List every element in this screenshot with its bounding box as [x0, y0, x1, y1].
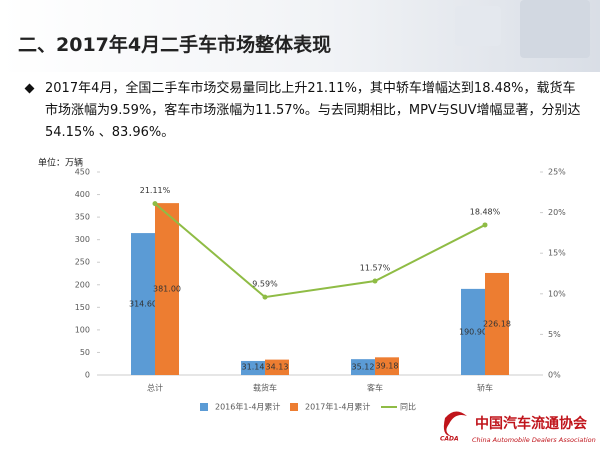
y-tick-label: 250: [75, 258, 90, 267]
bar: [241, 360, 265, 375]
y2-tick-label: 20%: [548, 208, 566, 217]
x-tick-label: 载货车: [253, 383, 277, 393]
y-tick-label: 50: [80, 348, 90, 357]
data-label: 11.57%: [360, 264, 391, 273]
data-label: 226.18: [483, 319, 511, 328]
line-point: [372, 278, 378, 284]
y-tick-label: 300: [75, 235, 90, 244]
data-label: 190.90: [459, 327, 487, 336]
y2-tick-label: 15%: [548, 249, 566, 258]
y-tick-label: 350: [75, 213, 90, 222]
y-tick-label: 450: [75, 168, 90, 177]
data-label: 314.60: [129, 300, 157, 309]
data-label: 18.48%: [470, 207, 501, 216]
bar: [131, 233, 155, 375]
line: [154, 202, 486, 299]
y2-tick-label: 25%: [548, 168, 566, 177]
logo-cn: 中国汽车流通协会: [475, 415, 588, 432]
data-label: 35.12: [352, 363, 375, 372]
data-label: 21.11%: [140, 186, 171, 195]
y-tick-label: 150: [75, 303, 90, 312]
data-label: 39.18: [376, 362, 399, 371]
line-point: [482, 222, 488, 228]
bar: [155, 203, 179, 375]
legend-swatch: [290, 403, 298, 411]
cube: [520, 0, 590, 58]
data-label: 381.00: [153, 285, 181, 294]
y2-tick-label: 10%: [548, 289, 566, 298]
line-point: [262, 294, 268, 300]
y-tick-label: 400: [75, 190, 90, 199]
unit-label: 单位：万辆: [38, 157, 83, 169]
logo-abbr: CADA: [440, 436, 459, 443]
header-band: [0, 0, 600, 72]
x-tick-label: 轿车: [477, 383, 493, 393]
y2-tick-label: 0%: [548, 371, 561, 380]
bullet-text: 2017年4月，全国二手车市场交易量同比上升21.11%，其中轿车增幅达到18.…: [45, 81, 581, 140]
legend-label: 2016年1-4月累计: [215, 402, 280, 412]
bar: [485, 272, 509, 375]
bar: [265, 359, 289, 375]
bar: [351, 359, 375, 375]
cube: [455, 6, 501, 46]
legend-label: 2017年1-4月累计: [305, 402, 370, 412]
y2-tick-label: 5%: [548, 330, 561, 339]
y-tick-label: 200: [75, 280, 90, 289]
logo-swirl: [443, 411, 467, 436]
legend-label: 同比: [400, 402, 416, 412]
data-label: 9.59%: [252, 280, 278, 289]
logo-en: China Automobile Dealers Association: [472, 436, 596, 444]
data-label: 34.13: [266, 363, 289, 372]
x-tick-label: 客车: [367, 383, 383, 393]
bar: [461, 288, 485, 375]
data-label: 31.14: [242, 363, 265, 372]
x-tick-label: 总计: [147, 383, 163, 393]
line-point: [152, 201, 158, 207]
slide-title: 二、2017年4月二手车市场整体表现: [18, 34, 332, 56]
y-tick-label: 100: [75, 325, 90, 334]
bar: [375, 357, 399, 375]
y-tick-label: 0: [85, 371, 90, 380]
legend-swatch: [200, 403, 208, 411]
